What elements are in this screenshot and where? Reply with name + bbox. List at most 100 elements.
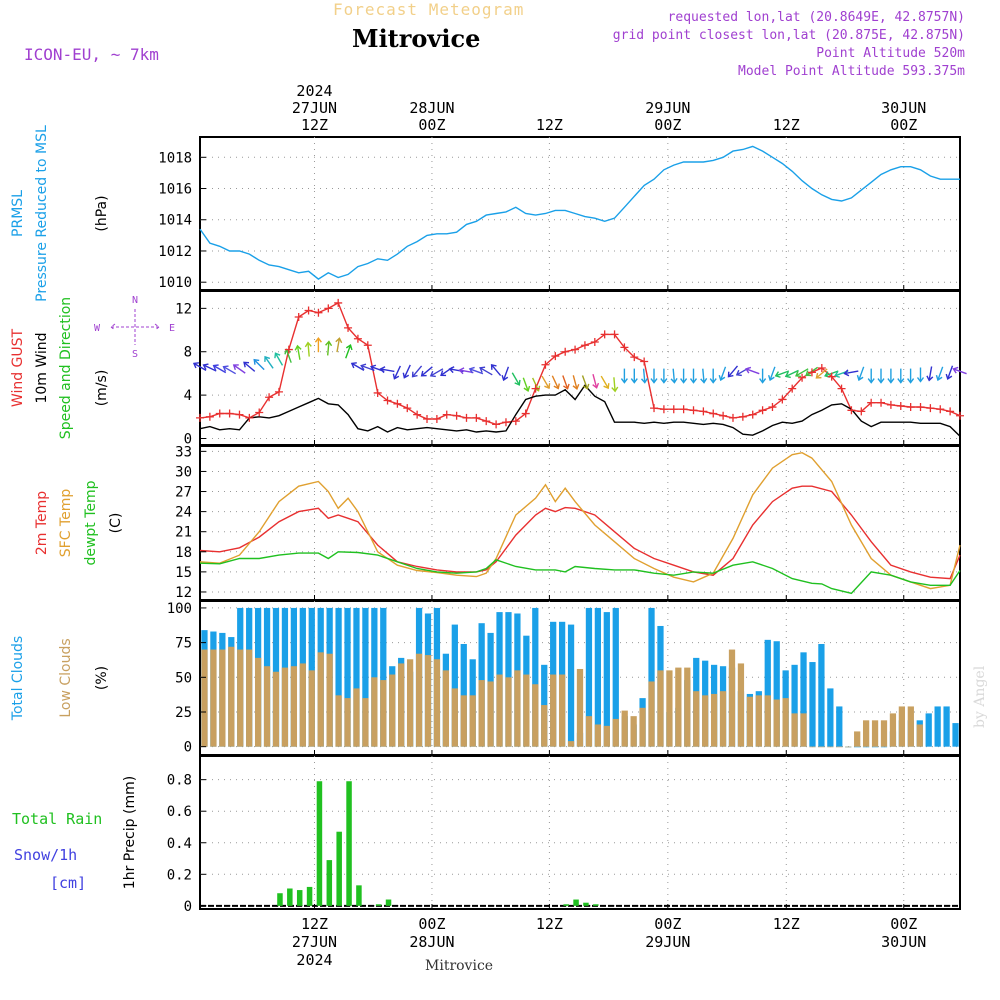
gust-marker	[610, 330, 619, 339]
panel-unit-temperature: (C)	[108, 513, 124, 534]
wind-arrow-head	[767, 374, 775, 382]
series-prmsl	[199, 145, 960, 280]
panel-unit-clouds: (%)	[94, 666, 110, 690]
bar-total-rain	[563, 904, 569, 906]
wind-arrow-shaft	[502, 366, 510, 381]
wind-arrow-shaft	[702, 368, 705, 383]
y-tick-label: 75	[175, 636, 192, 652]
bar-total-clouds	[567, 624, 575, 747]
bar-low-clouds	[836, 746, 843, 748]
wind-arrow-shaft	[937, 366, 944, 381]
wind-arrow-head	[523, 385, 531, 392]
time-label-bottom: 00Z	[418, 915, 445, 933]
bar-total-clouds	[827, 688, 834, 747]
gust-marker	[492, 420, 501, 429]
wind-arrow-head	[670, 377, 678, 384]
y-tick-label: 100	[167, 601, 192, 617]
panel-label-low-clouds: Low Clouds	[58, 638, 74, 717]
time-label-bottom: 2024	[296, 951, 332, 969]
wind-arrow-shaft	[285, 349, 292, 363]
bar-low-clouds	[380, 680, 387, 747]
bar-total-clouds	[585, 607, 593, 747]
wind-direction-arrow	[680, 368, 688, 384]
bar-low-clouds	[290, 666, 298, 747]
gust-marker	[590, 337, 599, 346]
wind-arrow-shaft	[928, 366, 933, 381]
bar-low-clouds	[898, 706, 906, 747]
bar-low-clouds	[854, 731, 861, 747]
bar-total-clouds	[603, 612, 610, 747]
panel-label-speed-and-direction: Speed and Direction	[58, 297, 74, 439]
gust-marker	[778, 395, 787, 404]
bar-low-clouds	[281, 667, 289, 747]
wind-direction-arrow	[795, 368, 809, 378]
gust-marker	[630, 353, 639, 362]
bar-low-clouds	[308, 670, 315, 747]
panel-label-2m-temp: 2m Temp	[34, 491, 50, 555]
bar-total-clouds	[335, 607, 342, 747]
bar-total-clouds	[854, 746, 861, 748]
bar-low-clouds	[791, 713, 798, 747]
wind-arrow-shaft	[600, 375, 609, 389]
wind-arrow-shaft	[642, 368, 646, 383]
bar-low-clouds	[773, 699, 780, 747]
gust-marker	[245, 413, 254, 422]
wind-arrow-head	[897, 378, 905, 384]
bar-low-clouds	[800, 713, 807, 747]
gust-marker	[867, 398, 876, 407]
wind-direction-arrow	[907, 368, 915, 384]
gust-marker	[877, 398, 886, 407]
gust-marker	[413, 410, 422, 419]
y-tick-label: 1018	[158, 150, 192, 166]
y-tick-label: 33	[175, 444, 192, 460]
y-tick-label: 0	[184, 740, 192, 756]
bar-low-clouds	[684, 667, 691, 747]
bar-total-rain	[375, 904, 382, 906]
bar-low-clouds	[666, 670, 673, 747]
gust-marker	[452, 411, 461, 420]
y-tick-label: 0.2	[167, 867, 192, 883]
wind-direction-arrow	[274, 352, 284, 366]
wind-arrow-shaft	[613, 377, 616, 392]
wind-arrow-head	[877, 378, 885, 384]
wind-arrow-head	[514, 379, 521, 386]
wind-arrow-head	[805, 370, 812, 377]
gust-marker	[551, 352, 560, 361]
bar-low-clouds	[746, 696, 754, 747]
gust-marker	[906, 403, 915, 412]
gust-marker	[225, 409, 234, 418]
wind-arrow-shaft	[296, 345, 301, 360]
wind-arrow-head	[640, 377, 649, 384]
wind-direction-arrow	[264, 355, 274, 369]
wind-arrow-shaft	[380, 368, 395, 373]
wind-arrow-head	[630, 378, 638, 384]
wind-direction-arrow	[592, 374, 600, 389]
bar-low-clouds	[398, 663, 405, 747]
y-tick-label: 27	[175, 485, 192, 501]
model-label: ICON-EU, ~ 7km	[24, 45, 159, 64]
wind-arrow-shaft	[430, 368, 444, 377]
wind-arrow-shaft	[775, 370, 790, 377]
wind-direction-arrow	[379, 366, 395, 374]
wind-direction-arrow	[718, 366, 727, 382]
bar-low-clouds	[827, 746, 834, 748]
wind-direction-arrow	[402, 364, 411, 379]
wind-arrow-shaft	[947, 365, 954, 380]
time-label-top: 29JUN	[645, 99, 690, 117]
time-label-bottom: 00Z	[654, 915, 681, 933]
wind-arrow-head	[458, 367, 465, 375]
wind-direction-arrow	[650, 368, 658, 384]
gust-marker	[650, 404, 659, 413]
wind-arrow-head	[325, 340, 333, 347]
wind-arrow-head	[402, 372, 410, 379]
wind-direction-arrow	[926, 366, 934, 382]
wind-arrow-head	[572, 383, 580, 390]
bar-low-clouds	[782, 698, 789, 747]
gust-marker	[393, 399, 402, 408]
wind-arrow-shaft	[858, 366, 865, 381]
wind-direction-arrow	[479, 366, 493, 376]
time-label-bottom: 12Z	[773, 915, 800, 933]
wind-arrow-head	[563, 383, 570, 390]
gust-marker	[659, 405, 668, 414]
wind-arrow-head	[745, 366, 752, 374]
